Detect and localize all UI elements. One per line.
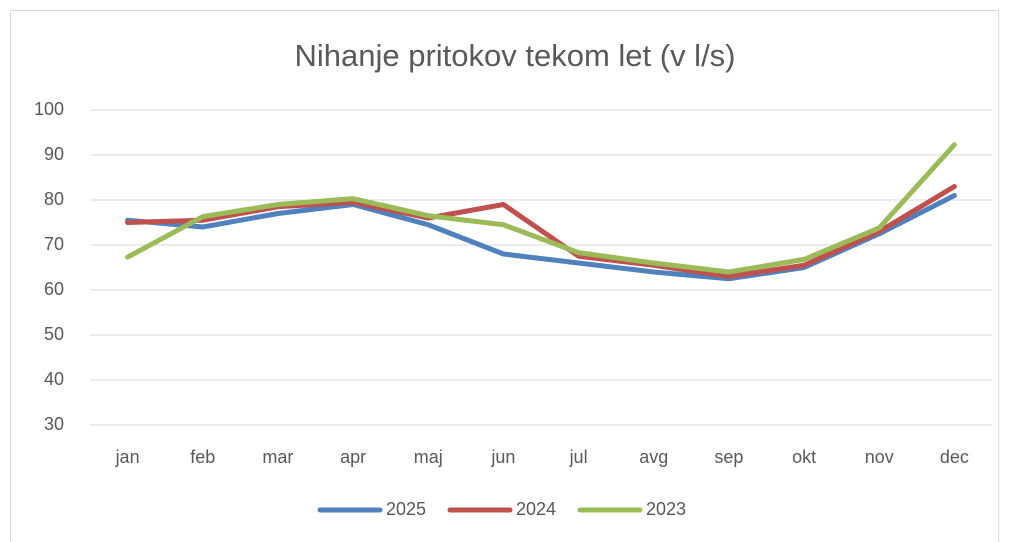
x-tick-label: maj <box>414 447 443 467</box>
series-line <box>125 142 957 275</box>
x-tick-label: avg <box>639 447 668 467</box>
chart-title: Nihanje pritokov tekom let (v l/s) <box>294 38 735 73</box>
chart-border <box>10 10 999 542</box>
x-tick-label: nov <box>865 447 894 467</box>
y-tick-label: 30 <box>44 414 64 434</box>
y-tick-label: 50 <box>44 324 64 344</box>
x-tick-label: dec <box>940 447 969 467</box>
y-tick-label: 80 <box>44 189 64 209</box>
y-tick-label: 40 <box>44 369 64 389</box>
y-tick-label: 100 <box>34 99 64 119</box>
y-tick-label: 60 <box>44 279 64 299</box>
x-tick-label: jul <box>569 447 588 467</box>
legend-label: 2024 <box>516 499 556 519</box>
legend-label: 2023 <box>646 499 686 519</box>
x-tick-label: mar <box>262 447 293 467</box>
x-tick-label: jun <box>490 447 515 467</box>
x-tick-label: sep <box>714 447 743 467</box>
x-tick-label: apr <box>340 447 366 467</box>
x-tick-label: feb <box>190 447 215 467</box>
legend-label: 2025 <box>386 499 426 519</box>
y-tick-label: 70 <box>44 234 64 254</box>
x-tick-label: jan <box>115 447 140 467</box>
x-tick-label: okt <box>792 447 816 467</box>
y-tick-label: 90 <box>44 144 64 164</box>
